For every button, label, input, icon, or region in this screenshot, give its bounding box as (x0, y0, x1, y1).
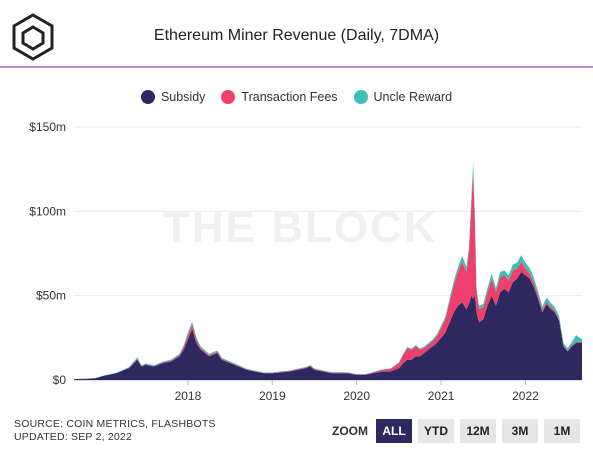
legend-label-subsidy: Subsidy (160, 90, 206, 104)
zoom-button-12m[interactable]: 12M (460, 419, 496, 443)
zoom-button-3m[interactable]: 3M (502, 419, 538, 443)
watermark-text: THE BLOCK (163, 203, 438, 252)
legend-swatch-transaction-fees (221, 90, 236, 104)
x-tick-label: 2018 (175, 389, 202, 403)
source-text: SOURCE: COIN METRICS, FLASHBOTS (14, 418, 216, 430)
header-divider (0, 66, 593, 68)
x-tick-label: 2021 (428, 389, 455, 403)
chart-areas (74, 162, 582, 380)
y-tick-label: $150m (29, 120, 66, 134)
chart-title: Ethereum Miner Revenue (Daily, 7DMA) (153, 27, 440, 44)
legend-item-transaction-fees[interactable]: Transaction Fees (221, 90, 338, 104)
chart-footer: SOURCE: COIN METRICS, FLASHBOTS UPDATED:… (14, 418, 216, 444)
the-block-cube-icon (12, 13, 54, 61)
zoom-controls: ZOOM ALL YTD 12M 3M 1M (332, 419, 580, 443)
legend-swatch-uncle-reward (353, 90, 368, 104)
y-tick-label: $100m (29, 204, 66, 218)
zoom-button-ytd[interactable]: YTD (418, 419, 454, 443)
legend-item-subsidy[interactable]: Subsidy (140, 90, 206, 104)
updated-text: UPDATED: SEP 2, 2022 (14, 431, 132, 443)
x-axis-ticks: 2018 2019 2020 2021 2022 (175, 380, 539, 403)
y-axis-ticks: $0 $50m $100m $150m (29, 120, 66, 387)
x-tick-label: 2020 (343, 389, 370, 403)
zoom-label: ZOOM (332, 424, 368, 438)
zoom-button-all[interactable]: ALL (376, 419, 412, 443)
subsidy-area (74, 272, 582, 380)
y-tick-label: $50m (36, 289, 66, 303)
x-tick-label: 2019 (259, 389, 286, 403)
legend-label-uncle-reward: Uncle Reward (373, 90, 453, 104)
legend-swatch-subsidy (140, 90, 155, 104)
legend-item-uncle-reward[interactable]: Uncle Reward (353, 90, 453, 104)
y-tick-label: $0 (53, 373, 67, 387)
legend-label-transaction-fees: Transaction Fees (241, 90, 338, 104)
zoom-button-1m[interactable]: 1M (544, 419, 580, 443)
chart-legend: Subsidy Transaction Fees Uncle Reward (0, 90, 593, 104)
x-tick-label: 2022 (512, 389, 539, 403)
